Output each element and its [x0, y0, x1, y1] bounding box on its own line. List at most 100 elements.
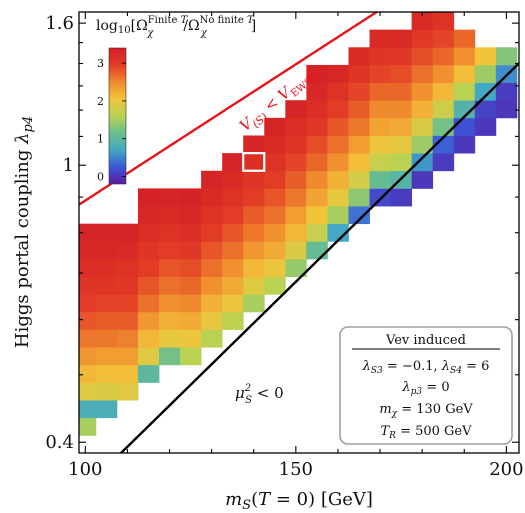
- heatmap-cell: [327, 82, 349, 101]
- heatmap-cell: [474, 100, 497, 119]
- heatmap-cell: [201, 294, 223, 313]
- heatmap-cell: [180, 276, 202, 295]
- heatmap-cell: [243, 170, 265, 189]
- heatmap-cell: [95, 223, 118, 242]
- heatmap-cell: [411, 117, 434, 136]
- heatmap-cell: [79, 294, 97, 313]
- heatmap-cell: [137, 276, 160, 295]
- heatmap-cell: [432, 153, 455, 172]
- heatmap-cell: [180, 241, 202, 260]
- heatmap-cell: [453, 100, 476, 119]
- heatmap-cell: [411, 29, 434, 48]
- heatmap-cell: [285, 153, 307, 172]
- heatmap-cell: [201, 170, 223, 189]
- heatmap-cell: [95, 241, 118, 260]
- heatmap-cell: [79, 276, 97, 295]
- heatmap-cell: [348, 188, 370, 207]
- heatmap-cell: [201, 206, 223, 225]
- heatmap-cell: [201, 258, 223, 277]
- heatmap-cell: [285, 100, 307, 119]
- heatmap-cell: [369, 170, 391, 189]
- heatmap-cell: [264, 223, 286, 242]
- heatmap-cell: [411, 12, 434, 31]
- heatmap-cell: [432, 12, 455, 31]
- heatmap-cell: [390, 188, 413, 207]
- y-tick-label: 1: [63, 155, 74, 176]
- heatmap-cell: [474, 82, 497, 101]
- heatmap-cell: [137, 294, 160, 313]
- heatmap-cell: [432, 135, 455, 154]
- heatmap-cell: [306, 117, 328, 136]
- heatmap-cell: [116, 329, 139, 348]
- heatmap-cell: [369, 47, 391, 66]
- heatmap-cell: [180, 188, 202, 207]
- heatmap-cell: [79, 329, 97, 348]
- heatmap-cell: [411, 82, 434, 101]
- x-tick-label: 100: [68, 459, 102, 480]
- heatmap-cell: [285, 241, 307, 260]
- info-line-lambda-p3: λp3 = 0: [401, 380, 449, 397]
- heatmap-cell: [327, 117, 349, 136]
- heatmap-cell: [79, 223, 97, 242]
- heatmap-cell: [180, 311, 202, 330]
- heatmap-cell: [327, 223, 349, 242]
- heatmap-cell: [79, 417, 97, 436]
- heatmap-cell: [95, 258, 118, 277]
- heatmap-cell: [222, 311, 244, 330]
- heatmap-cell: [327, 100, 349, 119]
- heatmap-cell: [264, 258, 286, 277]
- heatmap-cell: [369, 135, 391, 154]
- x-tick-label: 150: [279, 459, 313, 480]
- heatmap-cell: [159, 241, 181, 260]
- mu-squared-boundary-curve: [119, 61, 519, 453]
- heatmap-cell: [432, 64, 455, 83]
- heatmap-cell: [306, 188, 328, 207]
- heatmap-cell: [348, 170, 370, 189]
- heatmap-cell: [264, 170, 286, 189]
- heatmap-cell: [285, 170, 307, 189]
- heatmap-cell: [222, 188, 244, 207]
- heatmap-cell: [390, 64, 413, 83]
- heatmap-cell: [159, 294, 181, 313]
- heatmap-cell: [159, 329, 181, 348]
- heatmap-cell: [116, 241, 139, 260]
- heatmap-cell: [79, 258, 97, 277]
- heatmap-cell: [222, 241, 244, 260]
- heatmap-cell: [411, 64, 434, 83]
- heatmap-cell: [159, 347, 181, 366]
- heatmap-cell: [180, 223, 202, 242]
- heatmap-cell: [369, 100, 391, 119]
- heatmap-cell: [390, 100, 413, 119]
- heatmap-cell: [116, 294, 139, 313]
- heatmap-cell: [306, 82, 328, 101]
- heatmap-cell: [95, 364, 118, 383]
- heatmap-cell: [159, 276, 181, 295]
- heatmap-cell: [369, 153, 391, 172]
- heatmap-cell: [348, 153, 370, 172]
- heatmap-cell: [453, 47, 476, 66]
- heatmap-cell: [222, 206, 244, 225]
- heatmap-cell: [79, 241, 97, 260]
- heatmap-cell: [474, 47, 497, 66]
- heatmap-cell: [222, 294, 244, 313]
- boundary-curves: [79, 12, 519, 453]
- heatmap-cell: [432, 100, 455, 119]
- heatmap-cell: [243, 206, 265, 225]
- heatmap-cell: [243, 258, 265, 277]
- heatmap-cell: [264, 117, 286, 136]
- heatmap-cell: [390, 82, 413, 101]
- heatmap-cell: [243, 188, 265, 207]
- heatmap-cell: [222, 153, 244, 172]
- heatmap-cell: [79, 400, 97, 419]
- x-axis-label: mS(T = 0) [GeV]: [225, 489, 373, 513]
- heatmap-cell: [327, 188, 349, 207]
- heatmap-cell: [180, 347, 202, 366]
- x-tick-label: 200: [489, 459, 523, 480]
- y-tick-label: 1.6: [45, 13, 74, 34]
- heatmap-cell: [222, 276, 244, 295]
- heatmap-cell: [306, 100, 328, 119]
- heatmap-cell: [390, 47, 413, 66]
- heatmap-cell: [369, 29, 391, 48]
